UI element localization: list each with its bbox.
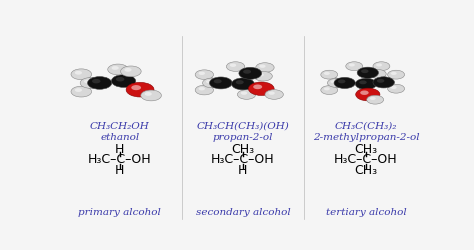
Circle shape xyxy=(330,80,337,83)
Circle shape xyxy=(206,80,212,83)
Circle shape xyxy=(254,72,273,81)
Circle shape xyxy=(321,70,337,79)
Circle shape xyxy=(268,92,275,95)
Circle shape xyxy=(324,87,330,90)
Circle shape xyxy=(239,67,262,79)
Circle shape xyxy=(373,71,378,74)
Text: CH₃CH₂OH: CH₃CH₂OH xyxy=(90,122,150,131)
Text: H: H xyxy=(238,164,247,177)
Circle shape xyxy=(71,86,91,97)
Circle shape xyxy=(124,68,132,72)
Circle shape xyxy=(388,84,404,93)
Circle shape xyxy=(361,69,369,73)
Circle shape xyxy=(84,80,91,83)
Circle shape xyxy=(321,86,337,94)
Circle shape xyxy=(75,88,82,92)
Circle shape xyxy=(377,79,384,83)
Text: propan-2-ol: propan-2-ol xyxy=(213,133,273,142)
Circle shape xyxy=(391,72,397,75)
Circle shape xyxy=(357,67,378,78)
Circle shape xyxy=(356,88,380,101)
Circle shape xyxy=(202,78,221,88)
Text: ethanol: ethanol xyxy=(100,133,139,142)
Text: CH₃C(CH₃)₂: CH₃C(CH₃)₂ xyxy=(335,122,397,131)
Circle shape xyxy=(116,77,124,82)
Circle shape xyxy=(328,78,344,87)
Text: 2-methylpropan-2-ol: 2-methylpropan-2-ol xyxy=(313,133,419,142)
Circle shape xyxy=(349,64,355,66)
Circle shape xyxy=(391,86,397,89)
Circle shape xyxy=(108,64,128,75)
Circle shape xyxy=(324,72,330,75)
Circle shape xyxy=(80,78,101,88)
Circle shape xyxy=(257,73,264,76)
Circle shape xyxy=(236,80,244,84)
Circle shape xyxy=(356,78,377,90)
Text: tertiary alcohol: tertiary alcohol xyxy=(326,208,406,217)
Circle shape xyxy=(227,62,245,72)
Circle shape xyxy=(359,80,367,84)
Circle shape xyxy=(75,71,82,75)
Circle shape xyxy=(111,75,136,87)
Circle shape xyxy=(88,76,112,89)
Circle shape xyxy=(145,92,152,96)
Text: H₃C–C–OH: H₃C–C–OH xyxy=(334,154,398,166)
Circle shape xyxy=(243,70,251,74)
Circle shape xyxy=(334,77,356,88)
Circle shape xyxy=(241,92,247,95)
Circle shape xyxy=(230,64,236,67)
Circle shape xyxy=(195,85,213,95)
Circle shape xyxy=(367,95,383,104)
Circle shape xyxy=(259,64,265,68)
Text: H: H xyxy=(115,143,125,156)
Circle shape xyxy=(265,90,283,99)
Text: H₃C–C–OH: H₃C–C–OH xyxy=(88,154,152,166)
Circle shape xyxy=(195,70,213,80)
Circle shape xyxy=(111,66,119,70)
Text: primary alcohol: primary alcohol xyxy=(78,208,161,217)
Circle shape xyxy=(214,79,222,83)
Text: CH₃: CH₃ xyxy=(355,164,378,177)
Text: CH₃: CH₃ xyxy=(355,143,378,156)
Circle shape xyxy=(370,97,376,100)
Circle shape xyxy=(141,90,161,101)
Circle shape xyxy=(120,66,141,77)
Text: CH₃CH(CH₃)(OH): CH₃CH(CH₃)(OH) xyxy=(197,122,289,131)
Circle shape xyxy=(256,63,274,72)
Circle shape xyxy=(210,77,232,89)
Circle shape xyxy=(126,82,154,97)
Circle shape xyxy=(381,80,387,83)
Circle shape xyxy=(360,90,369,95)
Text: H: H xyxy=(115,164,125,177)
Circle shape xyxy=(237,90,256,99)
Text: secondary alcohol: secondary alcohol xyxy=(196,208,290,217)
Circle shape xyxy=(199,72,205,75)
Circle shape xyxy=(378,78,395,87)
Circle shape xyxy=(338,80,346,83)
Circle shape xyxy=(231,78,255,90)
Circle shape xyxy=(199,87,205,90)
Circle shape xyxy=(388,70,404,79)
Circle shape xyxy=(346,62,363,70)
Text: CH₃: CH₃ xyxy=(231,143,255,156)
Circle shape xyxy=(131,85,141,90)
Text: H₃C–C–OH: H₃C–C–OH xyxy=(211,154,275,166)
Circle shape xyxy=(253,84,262,89)
Circle shape xyxy=(369,70,386,78)
Circle shape xyxy=(373,62,390,70)
Circle shape xyxy=(376,64,382,66)
Circle shape xyxy=(248,82,274,96)
Circle shape xyxy=(71,69,91,80)
Circle shape xyxy=(92,79,100,84)
Circle shape xyxy=(373,77,394,88)
